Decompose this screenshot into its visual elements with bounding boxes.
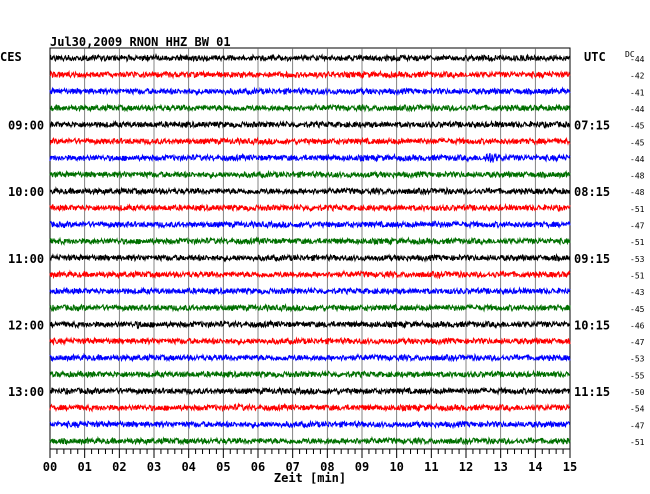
seismic-trace: [49, 202, 571, 213]
dc-label: DC: [625, 50, 635, 59]
left-hour-label: 12:00: [8, 318, 44, 332]
seismic-trace: [49, 53, 571, 63]
left-hour-label: 13:00: [8, 385, 44, 399]
x-tick-label: 08: [320, 460, 334, 474]
dc-offset-label: -44: [630, 55, 645, 64]
seismic-trace: [49, 86, 571, 97]
dc-offset-label: -51: [630, 271, 645, 280]
left-timezone-label: CES: [0, 50, 22, 64]
x-tick-label: 00: [43, 460, 57, 474]
left-hour-label: 11:00: [8, 252, 44, 266]
x-tick-label: 11: [424, 460, 438, 474]
dc-offset-label: -48: [630, 188, 645, 197]
seismic-trace: [49, 352, 571, 363]
right-hour-label: 09:15: [574, 252, 610, 266]
seismic-trace: [49, 236, 571, 246]
right-timezone-label: UTC: [584, 50, 606, 64]
seismic-trace: [49, 369, 571, 380]
x-tick-label: 01: [77, 460, 91, 474]
right-hour-label: 10:15: [574, 318, 610, 332]
right-hour-label: 07:15: [574, 119, 610, 133]
dc-offset-label: -55: [630, 371, 645, 380]
dc-offset-label: -42: [630, 72, 645, 81]
seismic-trace: [49, 319, 571, 330]
seismic-trace: [49, 286, 571, 296]
dc-offset-label: -53: [630, 355, 645, 364]
dc-offset-label: -47: [630, 421, 645, 430]
x-tick-label: 06: [251, 460, 265, 474]
dc-offset-label: -46: [630, 321, 645, 330]
dc-offset-label: -44: [630, 155, 645, 164]
left-hour-label: 10:00: [8, 185, 44, 199]
dc-offset-label: -51: [630, 438, 645, 447]
seismic-trace: [49, 435, 571, 446]
dc-offset-label: -53: [630, 255, 645, 264]
dc-offset-label: -47: [630, 338, 645, 347]
dc-offset-label: -41: [630, 88, 645, 97]
x-tick-label: 13: [493, 460, 507, 474]
dc-offset-label: -50: [630, 388, 645, 397]
dc-offset-label: -51: [630, 238, 645, 247]
dc-offset-label: -43: [630, 288, 645, 297]
dc-offset-label: -44: [630, 105, 645, 114]
dc-offset-label: -51: [630, 205, 645, 214]
x-tick-label: 03: [147, 460, 161, 474]
seismic-trace: [49, 386, 571, 396]
x-tick-label: 02: [112, 460, 126, 474]
seismic-trace: [49, 136, 571, 146]
x-tick-label: 12: [459, 460, 473, 474]
dc-offset-label: -47: [630, 222, 645, 231]
seismic-trace: [49, 302, 571, 313]
dc-offset-label: -48: [630, 172, 645, 181]
seismic-trace: [49, 219, 571, 230]
x-axis-label: Zeit [min]: [274, 471, 346, 485]
seismic-trace: [49, 336, 571, 346]
dc-offset-label: -54: [630, 405, 645, 414]
right-hour-label: 11:15: [574, 385, 610, 399]
dc-offset-label: -45: [630, 305, 645, 314]
seismic-trace: [49, 69, 571, 80]
seismic-trace: [49, 119, 571, 130]
chart-title: Jul30,2009 RNON HHZ BW 01: [50, 35, 231, 49]
x-tick-label: 10: [389, 460, 403, 474]
x-tick-label: 05: [216, 460, 230, 474]
seismic-trace: [49, 152, 571, 163]
x-tick-label: 15: [563, 460, 577, 474]
dc-offset-label: -45: [630, 122, 645, 131]
x-tick-label: 09: [355, 460, 369, 474]
x-tick-label: 04: [181, 460, 195, 474]
seismic-trace: [49, 402, 571, 413]
dc-offset-label: -45: [630, 138, 645, 147]
seismic-trace: [49, 252, 571, 263]
left-hour-label: 09:00: [8, 119, 44, 133]
seismic-trace: [49, 169, 571, 180]
seismic-trace: [49, 419, 571, 430]
seismic-trace: [49, 186, 571, 196]
seismic-trace: [49, 269, 571, 280]
right-hour-label: 08:15: [574, 185, 610, 199]
seismic-trace: [49, 102, 571, 113]
x-tick-label: 14: [528, 460, 542, 474]
x-tick-label: 07: [285, 460, 299, 474]
